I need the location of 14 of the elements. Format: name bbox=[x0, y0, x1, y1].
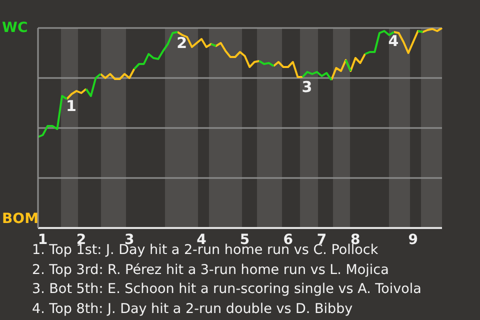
x-tick-label: 6 bbox=[283, 232, 293, 248]
annotation: 3 bbox=[302, 78, 312, 96]
x-tick-label: 4 bbox=[196, 232, 207, 248]
text: 3. Bot 5th: E. Schoon hit a run-scoring single vs A. Toivola bbox=[32, 280, 422, 299]
annotation: 4 bbox=[388, 32, 399, 50]
x-tick-label: 1 bbox=[38, 232, 48, 248]
text: WC bbox=[2, 20, 28, 37]
annotation: BOM bbox=[2, 211, 39, 228]
text: 4. Top 8th: J. Day hit a 2-run double vs D. Bibby bbox=[32, 300, 354, 318]
x-tick-label: 9 bbox=[408, 232, 418, 248]
annotation: 2 bbox=[176, 34, 188, 52]
annotation: 1 bbox=[66, 97, 76, 115]
x-tick-label: 5 bbox=[240, 232, 250, 248]
text: 2. Top 3rd: R. Pérez hit a 3-run home run vs L. Mojica bbox=[32, 260, 390, 280]
